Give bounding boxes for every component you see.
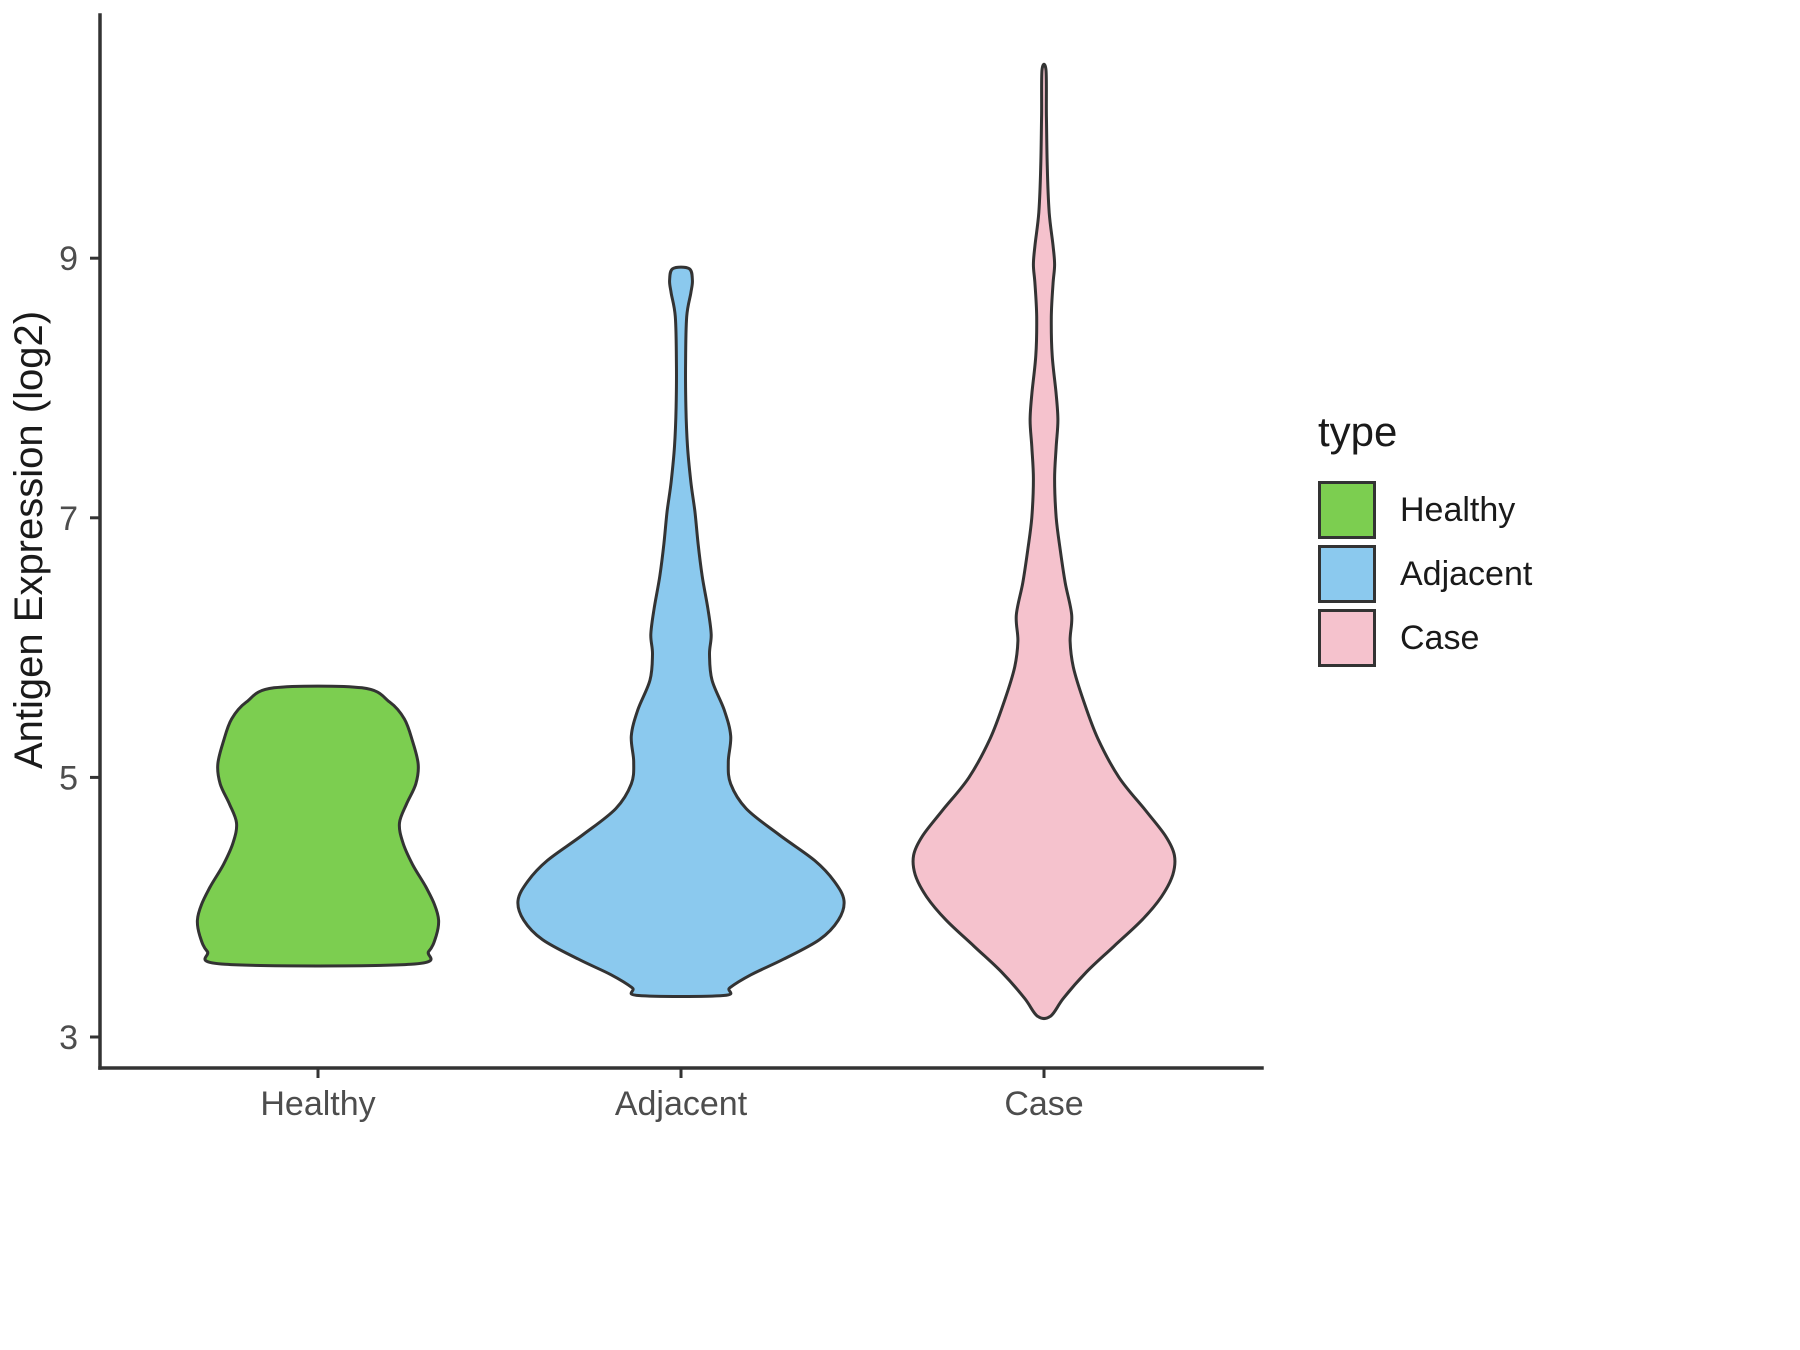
legend-swatch-case [1318, 609, 1376, 667]
x-category-label: Case [1004, 1085, 1083, 1123]
legend-item-healthy: Healthy [1318, 478, 1532, 542]
violin-adjacent [516, 265, 846, 998]
legend-swatch-healthy [1318, 481, 1376, 539]
legend-swatch-adjacent [1318, 545, 1376, 603]
legend-item-case: Case [1318, 606, 1532, 670]
legend-label-healthy: Healthy [1400, 490, 1516, 529]
x-category-label: Adjacent [615, 1085, 748, 1123]
legend-title: type [1318, 408, 1398, 455]
y-tick-label: 7 [59, 500, 78, 538]
y-axis-title: Antigen Expression (log2) [7, 311, 51, 769]
legend-item-adjacent: Adjacent [1318, 542, 1532, 606]
legend-label-case: Case [1400, 618, 1480, 657]
violin-case [911, 62, 1177, 1021]
x-category-label: Healthy [260, 1085, 375, 1123]
legend: type Healthy Adjacent Case [1318, 408, 1532, 670]
y-tick-label: 3 [59, 1019, 78, 1057]
y-tick-label: 9 [59, 240, 78, 278]
y-tick-label: 5 [59, 759, 78, 797]
legend-label-adjacent: Adjacent [1400, 554, 1533, 593]
violin-healthy [195, 684, 441, 968]
